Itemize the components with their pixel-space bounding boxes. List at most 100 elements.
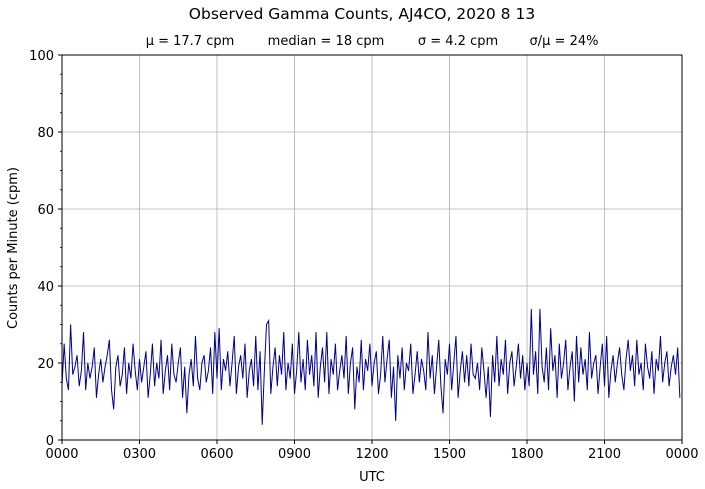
data-point	[72, 374, 74, 375]
data-point	[348, 393, 349, 395]
data-point	[218, 328, 220, 329]
data-point	[102, 381, 104, 383]
data-point	[668, 385, 670, 387]
y-tick-label: 100	[29, 49, 54, 64]
data-point	[199, 389, 201, 391]
x-tick-label: 1200	[355, 447, 388, 462]
data-point	[459, 370, 461, 372]
data-point	[268, 320, 269, 321]
data-point	[621, 374, 623, 375]
data-point	[623, 389, 625, 391]
data-point	[210, 347, 211, 348]
data-point	[373, 362, 375, 364]
data-point	[285, 389, 287, 391]
data-point	[386, 358, 388, 360]
data-point	[132, 343, 134, 345]
data-point	[251, 358, 252, 360]
data-point	[147, 397, 149, 398]
data-point	[272, 366, 274, 368]
data-point	[520, 378, 521, 379]
data-point	[496, 335, 498, 337]
data-point	[124, 347, 125, 348]
data-point	[466, 355, 468, 356]
data-point	[70, 324, 71, 325]
y-tick-label: 40	[37, 280, 54, 295]
data-point	[74, 366, 76, 368]
data-point	[509, 362, 511, 364]
data-point	[130, 378, 132, 379]
data-point	[208, 370, 209, 372]
data-point	[554, 355, 556, 356]
axis-ticks: 0000 0300 0600 0900 1200 1500 1800 2100 00000204…	[29, 49, 698, 462]
data-point	[83, 331, 84, 333]
counts-line	[61, 309, 681, 425]
x-tick-label: 1800	[510, 447, 543, 462]
data-point	[584, 358, 586, 360]
data-point	[645, 343, 646, 345]
data-point	[595, 355, 597, 356]
data-point	[487, 366, 489, 368]
data-point	[642, 389, 644, 391]
data-point	[524, 389, 526, 391]
data-point	[505, 339, 506, 341]
data-point	[229, 385, 231, 387]
data-point	[350, 362, 351, 364]
data-point	[440, 385, 442, 387]
data-point	[675, 374, 676, 375]
data-point	[156, 362, 158, 364]
data-point	[455, 335, 457, 337]
data-point	[558, 343, 560, 345]
data-point	[388, 339, 390, 341]
x-tick-label: 0300	[123, 447, 156, 462]
data-point	[662, 381, 663, 383]
data-point	[335, 343, 336, 345]
data-point	[78, 385, 80, 387]
data-point	[363, 389, 364, 391]
data-point	[434, 393, 435, 395]
data-point	[143, 366, 145, 368]
data-point	[154, 385, 155, 387]
data-point	[328, 393, 330, 395]
data-point	[647, 366, 648, 368]
data-point	[515, 366, 517, 368]
data-point	[205, 381, 207, 383]
data-point	[561, 378, 562, 379]
data-point	[115, 366, 117, 368]
data-point	[193, 385, 194, 387]
data-point	[634, 385, 635, 387]
data-point	[425, 389, 427, 391]
data-point	[535, 351, 536, 352]
data-point	[68, 389, 69, 391]
data-point	[292, 343, 293, 345]
data-point	[345, 335, 347, 337]
data-point	[447, 374, 448, 375]
data-point	[367, 370, 368, 372]
data-point	[403, 389, 405, 391]
data-point	[567, 389, 569, 391]
data-point	[177, 362, 179, 364]
x-tick-label: 0000	[665, 447, 698, 462]
stat-median: median = 18 cpm	[268, 34, 385, 49]
data-point	[571, 351, 573, 352]
x-tick-label: 2100	[588, 447, 621, 462]
data-point	[565, 339, 567, 341]
data-point	[462, 351, 463, 352]
data-point	[457, 397, 459, 398]
data-point	[238, 366, 239, 368]
data-point	[173, 374, 175, 375]
data-point	[287, 362, 289, 364]
data-point	[507, 393, 508, 395]
data-point	[442, 412, 444, 414]
data-point	[632, 355, 633, 356]
data-point	[655, 358, 657, 360]
data-point	[391, 397, 392, 398]
data-point	[313, 385, 315, 387]
data-point	[444, 358, 446, 360]
data-point	[324, 381, 325, 383]
data-point	[679, 397, 681, 398]
data-point	[614, 381, 616, 383]
data-point	[266, 324, 267, 325]
data-point	[470, 343, 472, 345]
y-tick-label: 80	[37, 126, 54, 141]
